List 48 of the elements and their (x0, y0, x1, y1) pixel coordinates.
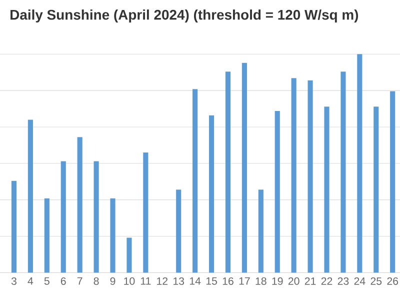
x-tick-label: 21 (304, 277, 316, 285)
bar (192, 89, 198, 273)
bar (357, 54, 362, 273)
x-tick-label: 16 (222, 277, 234, 285)
x-tick-label: 9 (110, 277, 116, 285)
bar (143, 152, 148, 273)
bar (28, 120, 33, 273)
x-tick-label: 4 (28, 277, 34, 285)
bar (225, 72, 231, 273)
bar (374, 106, 379, 273)
bar (176, 190, 182, 273)
bar (274, 110, 280, 273)
x-tick-label: 8 (94, 277, 99, 285)
bar (258, 190, 264, 273)
x-tick-label: 11 (140, 277, 151, 285)
x-tick-label: 15 (206, 277, 217, 285)
x-tick-label: 6 (60, 277, 66, 285)
x-tick-label: 18 (256, 277, 266, 285)
chart-title: Daily Sunshine (April 2024) (threshold = 120 W/sq m) (10, 10, 358, 22)
bar (77, 137, 82, 273)
x-tick-label: 5 (44, 277, 50, 285)
bar (94, 161, 99, 273)
x-tick-label: 13 (174, 277, 184, 285)
bar (340, 72, 346, 273)
bar (291, 78, 296, 273)
x-tick-label: 24 (354, 277, 366, 285)
x-tick-label: 3 (11, 277, 16, 285)
bar (242, 62, 247, 273)
x-tick-label: 14 (190, 277, 201, 285)
bar (60, 161, 66, 273)
x-tick-label: 17 (239, 277, 250, 285)
bar (110, 198, 116, 273)
bar (208, 115, 214, 273)
x-tick-label: 25 (370, 277, 382, 285)
x-tick-label: 22 (321, 277, 332, 285)
x-tick-label: 7 (77, 277, 82, 285)
x-tick-label: 19 (272, 277, 283, 285)
bar (126, 238, 132, 273)
x-tick-label: 20 (288, 277, 300, 285)
bar (324, 106, 330, 273)
bar (44, 198, 50, 273)
x-tick-label: 12 (157, 277, 168, 285)
bar (11, 180, 17, 273)
x-tick-label: 23 (338, 277, 349, 285)
bar (390, 91, 396, 273)
bar (308, 80, 313, 273)
x-tick-label: 26 (387, 277, 398, 285)
x-tick-label: 10 (124, 277, 135, 285)
